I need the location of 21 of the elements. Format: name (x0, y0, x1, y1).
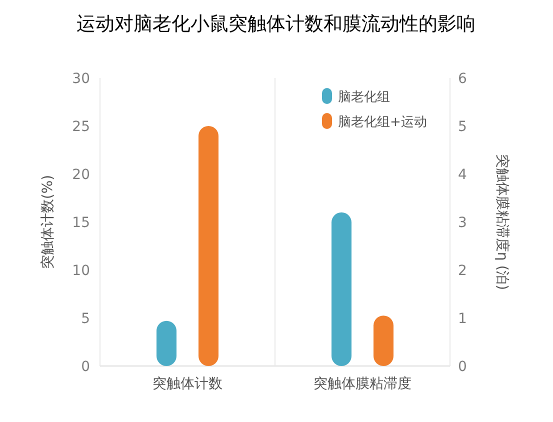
chart-title: 运动对脑老化小鼠突触体计数和膜流动性的影响 (76, 13, 476, 35)
y-tick-label: 30 (72, 71, 90, 87)
y-tick-label: 5 (81, 311, 90, 327)
x-tick-label: 突触体膜粘滞度 (314, 376, 412, 392)
y-tick-label: 0 (81, 359, 90, 375)
legend-label: 脑老化组 (338, 90, 390, 105)
y2-tick-label: 0 (458, 359, 467, 375)
y2-tick-label: 2 (458, 263, 467, 279)
y-tick-label: 25 (72, 119, 90, 135)
y2-tick-label: 1 (458, 311, 467, 327)
x-tick-label: 突触体计数 (152, 376, 222, 392)
y-tick-label: 20 (72, 167, 90, 183)
legend-label: 脑老化组+运动 (338, 115, 427, 130)
y-tick-label: 15 (72, 215, 90, 231)
y2-tick-label: 3 (458, 215, 467, 231)
y-tick-label: 10 (72, 263, 90, 279)
y2-tick-label: 4 (458, 167, 467, 183)
y2-tick-label: 5 (458, 119, 467, 135)
y2-tick-label: 6 (458, 71, 467, 87)
y2-axis-title: 突触体膜粘滞度η (泊) (494, 154, 510, 290)
y-axis-title: 突触体计数(%) (40, 174, 56, 270)
